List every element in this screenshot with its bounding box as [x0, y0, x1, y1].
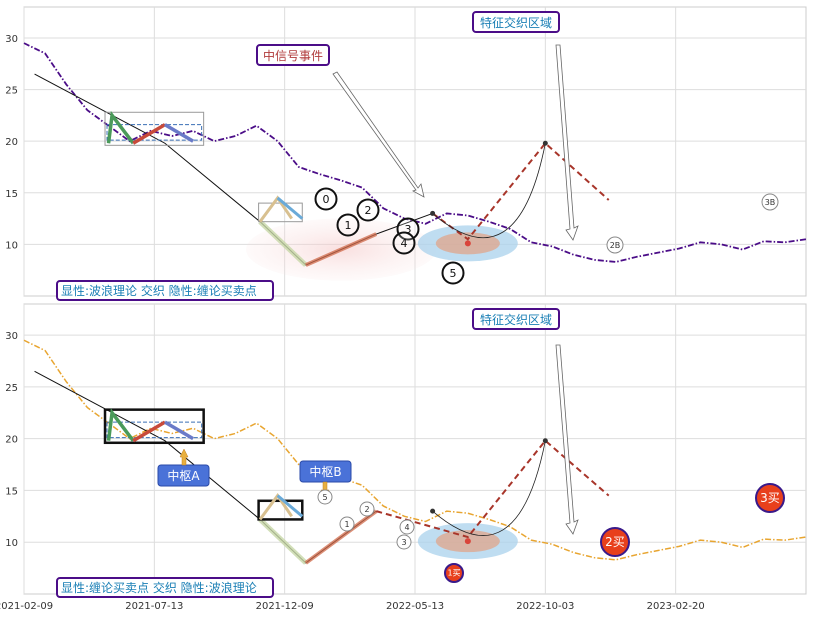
region-arrow: [555, 344, 579, 535]
projection-line: [375, 439, 610, 539]
wave-mark-circle: [392, 231, 416, 255]
center-box-a-inner: [106, 124, 203, 141]
region-arrow: [555, 44, 579, 241]
interweave-center: [464, 240, 471, 247]
trade-mark-circle: [606, 236, 624, 254]
y-tick-label: 10: [5, 240, 18, 251]
region-label-box: [472, 308, 560, 330]
region-label: 特征交织区域: [472, 308, 560, 330]
panel-caption: 显性:波浪理论 交织 隐性:缠论买卖点: [56, 280, 274, 301]
signal-label-text: 中信号事件: [263, 48, 323, 63]
y-tick-label: 10: [5, 538, 18, 549]
wave-mark-circle: [339, 516, 355, 532]
wave-mark-circle: [314, 187, 338, 211]
trade-mark-label: 2买: [605, 535, 625, 549]
signal-arrow: [332, 71, 425, 198]
wave-mark-circle: [317, 489, 333, 505]
y-tick-label: 25: [5, 86, 18, 97]
trade-mark-circle: [761, 193, 779, 211]
trade-mark-label: 3B: [765, 198, 776, 207]
zigzag-blue: [164, 123, 194, 143]
y-tick-label: 20: [5, 435, 18, 446]
projection-arc: [432, 440, 546, 536]
wave-mark-label: 5: [450, 267, 457, 280]
y-tick-label: 15: [5, 189, 18, 200]
zigzag-light-blue: [276, 196, 304, 220]
y-tick-label: 20: [5, 137, 18, 148]
projection-arc: [432, 143, 546, 239]
center-a-text: 中枢A: [167, 468, 200, 483]
region-label-text: 特征交织区域: [480, 312, 552, 327]
region-label-text: 特征交织区域: [480, 15, 552, 30]
wave-mark-circle: [399, 519, 415, 535]
y-tick-label: 30: [5, 331, 18, 342]
zigzag-red: [132, 123, 166, 145]
center-b-text: 中枢B: [309, 464, 341, 479]
center-box-a: [104, 111, 205, 146]
zigzag-red: [132, 420, 166, 443]
wave-mark-label: 2: [364, 505, 369, 514]
zigzag-green: [106, 408, 135, 442]
wave-mark-circle: [441, 261, 465, 285]
region-label-box: [472, 11, 560, 33]
wave-mark-label: 4: [404, 523, 409, 532]
wave-mark-label: 3: [401, 538, 406, 547]
y-tick-label: 25: [5, 383, 18, 394]
x-tick-label: 2021-02-09: [0, 601, 53, 612]
region-label: 特征交织区域: [472, 11, 560, 33]
rally-band: [304, 232, 378, 267]
x-tick-label: 2021-12-09: [256, 601, 314, 612]
center-box-a: [103, 408, 205, 445]
turn-dot: [430, 508, 436, 514]
wave-mark-label: 4: [401, 237, 408, 250]
y-tick-label: 30: [5, 34, 18, 45]
trend-band: [258, 219, 308, 267]
peak-dot: [542, 438, 548, 444]
zigzag-green: [106, 110, 135, 145]
wave-mark-circle: [356, 198, 380, 222]
wave-mark-circle: [396, 534, 412, 550]
trade-mark-label: 1买: [447, 569, 460, 578]
wave-mark-circle: [396, 217, 420, 241]
center-box-a-inner: [106, 421, 203, 439]
x-tick-label: 2021-07-13: [125, 601, 183, 612]
trade-mark-circle: [755, 483, 785, 513]
wave-mark-circle: [336, 213, 360, 237]
turn-dot: [430, 210, 436, 216]
center-a-arrow: [179, 448, 189, 466]
x-tick-label: 2023-02-20: [647, 601, 705, 612]
trend-band: [258, 517, 308, 565]
panel-caption: 显性:缠论买卖点 交织 隐性:波浪理论: [56, 577, 274, 598]
panel-caption-text: 显性:波浪理论 交织 隐性:缠论买卖点: [61, 283, 257, 298]
wave-mark-label: 1: [344, 520, 349, 529]
y-tick-label: 15: [5, 486, 18, 497]
rally-band: [304, 509, 378, 565]
trade-mark-circle: [600, 527, 630, 557]
wave-mark-label: 0: [323, 193, 330, 206]
signal-label-box: [256, 44, 330, 66]
trade-mark-label: 2B: [610, 241, 621, 250]
zigzag-blue: [164, 420, 194, 441]
x-tick-label: 2022-10-03: [516, 601, 574, 612]
zigzag-light-blue: [276, 494, 304, 518]
peak-dot: [542, 140, 548, 146]
panel-caption-box: [56, 577, 274, 598]
panel-caption-text: 显性:缠论买卖点 交织 隐性:波浪理论: [61, 580, 257, 595]
trade-mark-circle: [444, 563, 464, 583]
wave-mark-circle: [359, 501, 375, 517]
interweave-center: [464, 538, 471, 545]
wave-mark-label: 3: [405, 223, 412, 236]
wave-mark-label: 1: [345, 219, 352, 232]
x-tick-label: 2022-05-13: [386, 601, 444, 612]
panel-caption-box: [56, 280, 274, 301]
wave-mark-label: 2: [365, 204, 372, 217]
wave-mark-label: 5: [322, 493, 327, 502]
trade-mark-label: 3买: [760, 491, 780, 505]
